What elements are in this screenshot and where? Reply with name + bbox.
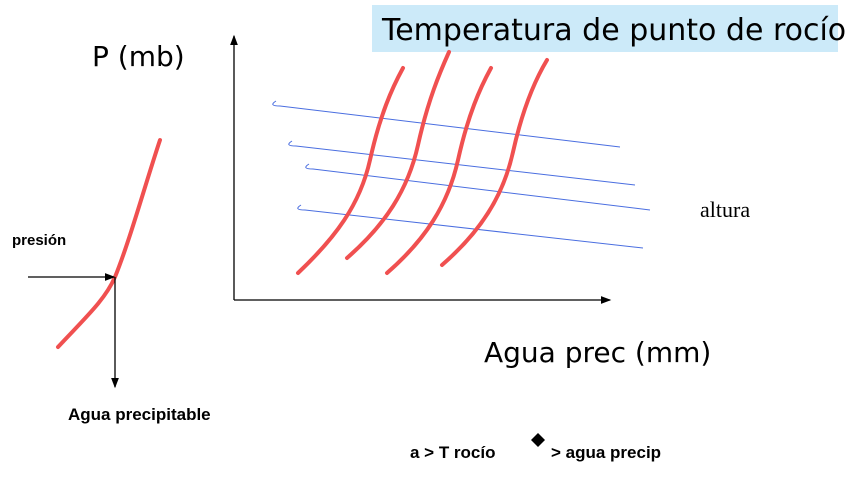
small-curve	[56, 138, 162, 349]
x-axis-label: Agua prec (mm)	[484, 336, 711, 369]
line-label: altura	[700, 197, 750, 222]
small-y-label: presión	[12, 232, 66, 249]
small-x-label: Agua precipitable	[68, 405, 211, 424]
title-box	[372, 5, 838, 52]
height-lines	[272, 100, 651, 249]
title: Temperatura de punto de rocío	[381, 13, 846, 48]
y-axis-label: P (mb)	[92, 40, 185, 73]
diamond	[531, 433, 545, 447]
footer-left: a > T rocío	[410, 443, 496, 462]
footer-right: > agua precip	[551, 443, 661, 462]
dewpoint-curves	[296, 50, 549, 275]
